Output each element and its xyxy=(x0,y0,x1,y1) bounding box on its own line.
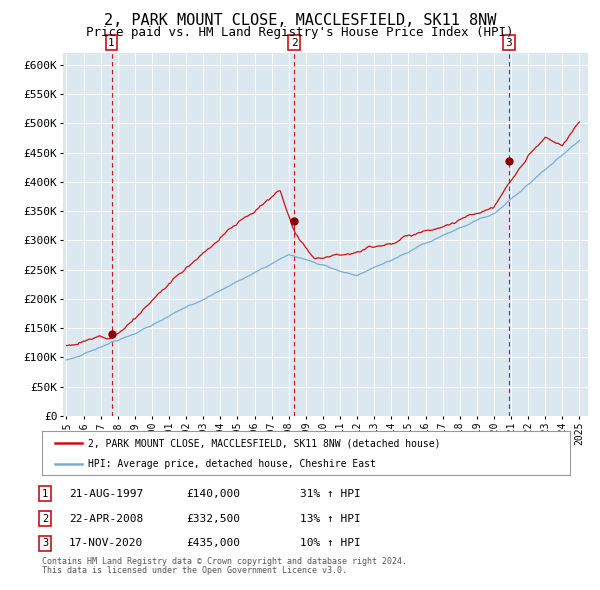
Text: 1: 1 xyxy=(108,38,115,48)
Text: Contains HM Land Registry data © Crown copyright and database right 2024.: Contains HM Land Registry data © Crown c… xyxy=(42,558,407,566)
Text: 22-APR-2008: 22-APR-2008 xyxy=(69,514,143,523)
Text: £332,500: £332,500 xyxy=(186,514,240,523)
Text: £140,000: £140,000 xyxy=(186,489,240,499)
Text: 3: 3 xyxy=(42,539,48,548)
Text: This data is licensed under the Open Government Licence v3.0.: This data is licensed under the Open Gov… xyxy=(42,566,347,575)
Text: 2, PARK MOUNT CLOSE, MACCLESFIELD, SK11 8NW: 2, PARK MOUNT CLOSE, MACCLESFIELD, SK11 … xyxy=(104,13,496,28)
Text: 10% ↑ HPI: 10% ↑ HPI xyxy=(300,539,361,548)
Text: 2: 2 xyxy=(42,514,48,523)
Text: 1: 1 xyxy=(42,489,48,499)
Text: 31% ↑ HPI: 31% ↑ HPI xyxy=(300,489,361,499)
Text: 2: 2 xyxy=(290,38,298,48)
Text: Price paid vs. HM Land Registry's House Price Index (HPI): Price paid vs. HM Land Registry's House … xyxy=(86,26,514,39)
Text: 3: 3 xyxy=(506,38,512,48)
Text: 2, PARK MOUNT CLOSE, MACCLESFIELD, SK11 8NW (detached house): 2, PARK MOUNT CLOSE, MACCLESFIELD, SK11 … xyxy=(88,438,441,448)
Text: £435,000: £435,000 xyxy=(186,539,240,548)
Text: 21-AUG-1997: 21-AUG-1997 xyxy=(69,489,143,499)
Text: 13% ↑ HPI: 13% ↑ HPI xyxy=(300,514,361,523)
Text: HPI: Average price, detached house, Cheshire East: HPI: Average price, detached house, Ches… xyxy=(88,459,376,469)
Text: 17-NOV-2020: 17-NOV-2020 xyxy=(69,539,143,548)
